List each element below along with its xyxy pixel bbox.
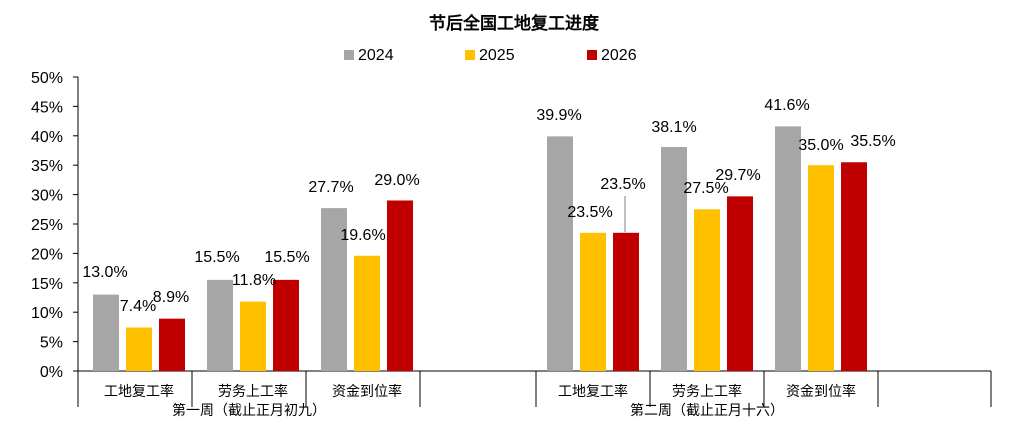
legend-swatch-2026 bbox=[587, 50, 597, 60]
data-label-2025-2: 19.6% bbox=[340, 227, 385, 244]
data-label-2026-5: 35.5% bbox=[850, 133, 895, 150]
x-category-label-2: 资金到位率 bbox=[332, 383, 402, 400]
x-category-label-4: 劳务上工率 bbox=[672, 383, 742, 400]
bar-2024-1 bbox=[207, 279, 233, 371]
y-tick-label: 35% bbox=[31, 158, 63, 175]
x-category-label-1: 劳务上工率 bbox=[218, 383, 288, 400]
bar-2025-1 bbox=[240, 301, 266, 371]
y-tick-label: 30% bbox=[31, 188, 63, 205]
bar-2025-4 bbox=[694, 209, 720, 371]
bars bbox=[93, 126, 867, 371]
bar-2026-1 bbox=[273, 279, 299, 371]
bar-2026-0 bbox=[159, 318, 185, 371]
data-label-2025-5: 35.0% bbox=[798, 137, 843, 154]
bar-2026-3 bbox=[613, 232, 639, 371]
y-tick-label: 50% bbox=[31, 70, 63, 87]
y-tick-label: 45% bbox=[31, 99, 63, 116]
bar-2024-5 bbox=[775, 126, 801, 371]
data-label-2026-3: 23.5% bbox=[600, 176, 645, 193]
data-label-2026-1: 15.5% bbox=[264, 249, 309, 266]
data-label-2025-4: 27.5% bbox=[683, 180, 728, 197]
bar-2026-5 bbox=[841, 162, 867, 371]
x-axis-labels: 工地复工率 劳务上工率 资金到位率 工地复工率 劳务上工率 资金到位率第一周（截止正月初九… bbox=[104, 383, 856, 419]
data-label-2025-3: 23.5% bbox=[567, 204, 612, 221]
x-group-label-1: 第二周（截止正月十六） bbox=[630, 402, 784, 419]
data-label-2024-2: 27.7% bbox=[308, 179, 353, 196]
legend-label-2025: 2025 bbox=[479, 47, 515, 64]
bar-2026-2 bbox=[387, 200, 413, 371]
y-tick-label: 40% bbox=[31, 129, 63, 146]
bar-2024-4 bbox=[661, 146, 687, 371]
legend-label-2024: 2024 bbox=[358, 47, 394, 64]
data-labels: 13.0% 15.5% 27.7% 39.9% 38.1% 41.6% 7.4% 11.8% 1… bbox=[82, 97, 895, 315]
bar-2025-0 bbox=[126, 327, 152, 371]
y-tick-label: 5% bbox=[40, 335, 63, 352]
bar-2024-0 bbox=[93, 294, 119, 371]
y-tick-label: 15% bbox=[31, 276, 63, 293]
data-label-2025-1: 11.8% bbox=[232, 272, 276, 289]
data-label-2025-0: 7.4% bbox=[120, 298, 156, 315]
bar-2026-4 bbox=[727, 196, 753, 371]
data-label-2026-2: 29.0% bbox=[374, 172, 419, 189]
data-label-2026-4: 29.7% bbox=[715, 167, 760, 184]
x-category-label-3: 工地复工率 bbox=[558, 383, 628, 400]
y-tick-label: 0% bbox=[40, 364, 63, 381]
x-category-label-5: 资金到位率 bbox=[786, 383, 856, 400]
data-label-2024-3: 39.9% bbox=[536, 107, 581, 124]
y-tick-label: 25% bbox=[31, 217, 63, 234]
legend-label-2026: 2026 bbox=[601, 47, 637, 64]
bar-2025-3 bbox=[580, 232, 606, 371]
legend-swatch-2024 bbox=[344, 50, 354, 60]
data-label-2024-4: 38.1% bbox=[651, 119, 696, 136]
data-label-2024-0: 13.0% bbox=[82, 264, 127, 281]
data-label-2024-1: 15.5% bbox=[194, 249, 239, 266]
legend-swatch-2025 bbox=[465, 50, 475, 60]
x-group-label-0: 第一周（截止正月初九） bbox=[172, 402, 326, 419]
bar-2025-2 bbox=[354, 255, 380, 371]
legend: 2024 2025 2026 bbox=[344, 47, 637, 64]
bar-2024-3 bbox=[547, 136, 573, 371]
x-category-label-0: 工地复工率 bbox=[104, 383, 174, 400]
y-tick-label: 20% bbox=[31, 246, 63, 263]
y-tick-label: 10% bbox=[31, 305, 63, 322]
data-label-2024-5: 41.6% bbox=[764, 97, 809, 114]
data-label-2026-0: 8.9% bbox=[153, 289, 189, 306]
axes: 0% 5% 10% 15% 20% 25% 30% 35% 40% 45% 50% bbox=[31, 70, 992, 407]
chart-title: 节后全国工地复工进度 bbox=[429, 13, 600, 34]
bar-2024-2 bbox=[321, 208, 347, 371]
bar-2025-5 bbox=[808, 165, 834, 371]
